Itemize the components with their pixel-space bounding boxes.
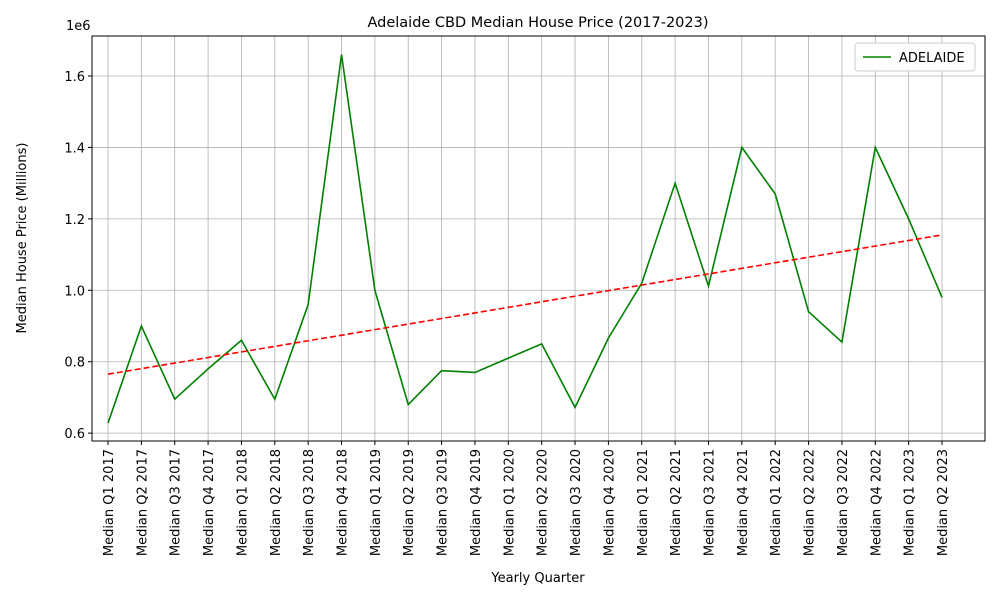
- x-tick-label: Median Q2 2017: [135, 449, 150, 556]
- x-tick-label: Median Q2 2019: [402, 449, 417, 556]
- x-tick-label: Median Q4 2017: [202, 449, 217, 556]
- x-tick-label: Median Q1 2023: [903, 449, 918, 556]
- y-axis-label: Median House Price (Millions): [15, 143, 30, 334]
- x-tick-label: Median Q1 2018: [235, 449, 250, 556]
- y-offset-label: 1e6: [66, 19, 91, 34]
- x-tick-label: Median Q3 2020: [569, 449, 584, 556]
- y-tick-label: 1.6: [64, 70, 85, 85]
- x-tick-label: Median Q3 2022: [836, 449, 851, 556]
- series-line: [107, 54, 943, 424]
- x-tick-label: Median Q4 2020: [602, 449, 617, 556]
- x-tick-label: Median Q2 2020: [536, 449, 551, 556]
- y-tick-label: 0.8: [64, 356, 85, 371]
- legend-box: [854, 42, 976, 72]
- y-tick-label: 1.4: [64, 141, 85, 156]
- x-tick-label: Median Q4 2019: [469, 449, 484, 556]
- x-tick-label: Median Q4 2018: [336, 449, 351, 556]
- x-tick-label: Median Q3 2017: [169, 449, 184, 556]
- y-tick-label: 0.6: [64, 427, 85, 442]
- legend-label: ADELAIDE: [899, 51, 965, 66]
- y-tick-label: 1.2: [64, 213, 85, 228]
- x-tick-label: Median Q3 2018: [302, 449, 317, 556]
- trend-line: [107, 234, 943, 376]
- x-tick-label: Median Q1 2019: [369, 449, 384, 556]
- y-tick-label: 1.0: [64, 284, 85, 299]
- x-tick-label: Median Q3 2019: [436, 449, 451, 556]
- x-tick-label: Median Q1 2022: [769, 449, 784, 556]
- x-tick-label: Median Q4 2022: [869, 449, 884, 556]
- chart-title: Adelaide CBD Median House Price (2017-20…: [367, 15, 708, 31]
- x-axis-label: Yearly Quarter: [490, 571, 585, 586]
- plot-frame: [91, 35, 986, 442]
- x-tick-label: Median Q3 2021: [702, 449, 717, 556]
- x-tick-label: Median Q4 2021: [736, 449, 751, 556]
- x-tick-label: Median Q2 2021: [669, 449, 684, 556]
- x-tick-label: Median Q2 2018: [269, 449, 284, 556]
- x-tick-label: Median Q1 2021: [636, 449, 651, 556]
- x-tick-label: Median Q2 2023: [936, 449, 951, 556]
- x-tick-label: Median Q2 2022: [803, 449, 818, 556]
- x-tick-label: Median Q1 2020: [502, 449, 517, 556]
- x-tick-label: Median Q1 2017: [102, 449, 117, 556]
